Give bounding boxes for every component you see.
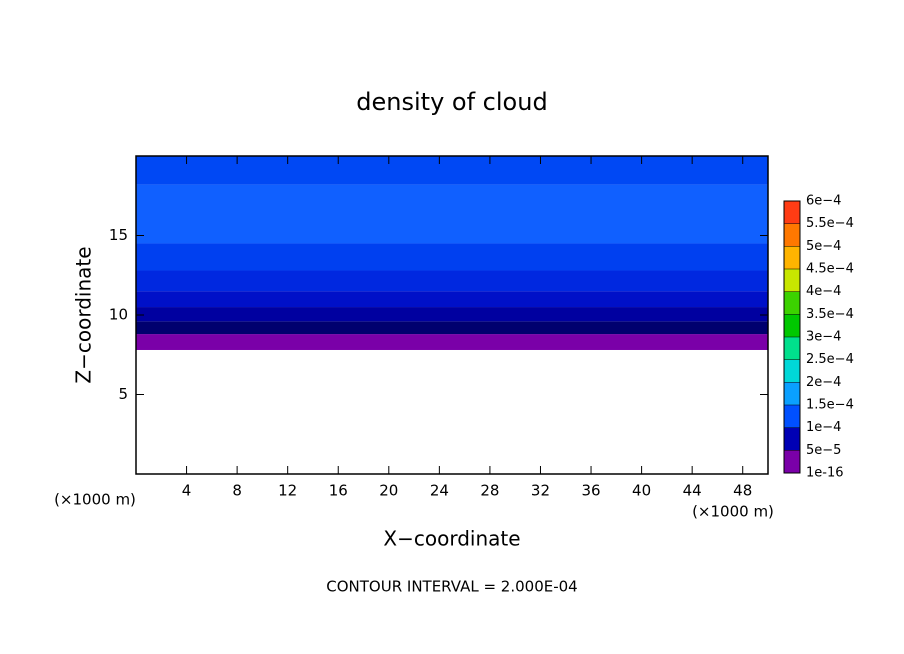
colorbar-swatch xyxy=(784,450,800,473)
x-tick-label: 8 xyxy=(232,482,242,500)
y-tick-label: 5 xyxy=(118,385,128,403)
y-tick-label: 10 xyxy=(109,306,128,324)
colorbar-label: 5.5e−4 xyxy=(806,216,854,231)
contour-band xyxy=(136,307,768,322)
colorbar-label: 1e−4 xyxy=(806,420,841,435)
colorbar-swatch xyxy=(784,405,800,428)
x-tick-label: 16 xyxy=(329,482,348,500)
colorbar-label: 1e-16 xyxy=(806,466,844,481)
x-tick-label: 40 xyxy=(632,482,651,500)
contour-band xyxy=(136,156,768,185)
footer-note: CONTOUR INTERVAL = 2.000E-04 xyxy=(326,578,577,596)
colorbar-swatch xyxy=(784,291,800,315)
colorbar-swatch xyxy=(784,427,800,451)
chart-title: density of cloud xyxy=(356,88,547,116)
contour-band xyxy=(136,321,768,335)
contour-band xyxy=(136,243,768,271)
colorbar-label: 4.5e−4 xyxy=(806,262,854,277)
x-tick-label: 48 xyxy=(733,482,752,500)
x-tick-label: 36 xyxy=(581,482,600,500)
contour-band xyxy=(136,270,768,292)
x-tick-label: 12 xyxy=(278,482,297,500)
y-tick-label: 15 xyxy=(109,226,128,244)
x-axis-label: X−coordinate xyxy=(383,527,520,551)
x-tick-label: 44 xyxy=(683,482,702,500)
colorbar-swatch xyxy=(784,359,800,383)
colorbar-swatch xyxy=(784,314,800,337)
contour-band xyxy=(136,291,768,308)
y-axis-label: Z−coordinate xyxy=(72,246,96,383)
colorbar-swatch xyxy=(784,382,800,405)
colorbar-label: 1.5e−4 xyxy=(806,398,854,413)
colorbar-label: 4e−4 xyxy=(806,284,841,299)
colorbar-swatch xyxy=(784,269,800,292)
colorbar-swatch xyxy=(784,201,800,224)
contour-band xyxy=(136,184,768,244)
x-tick-label: 4 xyxy=(182,482,192,500)
contour-band xyxy=(136,334,768,350)
colorbar-label: 5e−5 xyxy=(806,443,841,458)
x-unit: (×1000 m) xyxy=(692,503,774,521)
x-tick-label: 24 xyxy=(430,482,449,500)
colorbar-label: 5e−4 xyxy=(806,239,841,254)
colorbar-swatch xyxy=(784,223,800,247)
x-tick-label: 20 xyxy=(379,482,398,500)
colorbar-label: 2e−4 xyxy=(806,375,841,390)
colorbar-label: 3.5e−4 xyxy=(806,307,854,322)
x-unit: (×1000 m) xyxy=(54,491,136,509)
x-tick-label: 32 xyxy=(531,482,550,500)
x-tick-label: 28 xyxy=(480,482,499,500)
colorbar-swatch xyxy=(784,337,800,360)
colorbar-label: 2.5e−4 xyxy=(806,352,854,367)
colorbar-label: 6e−4 xyxy=(806,194,841,209)
colorbar-label: 3e−4 xyxy=(806,330,841,345)
colorbar-swatch xyxy=(784,246,800,269)
